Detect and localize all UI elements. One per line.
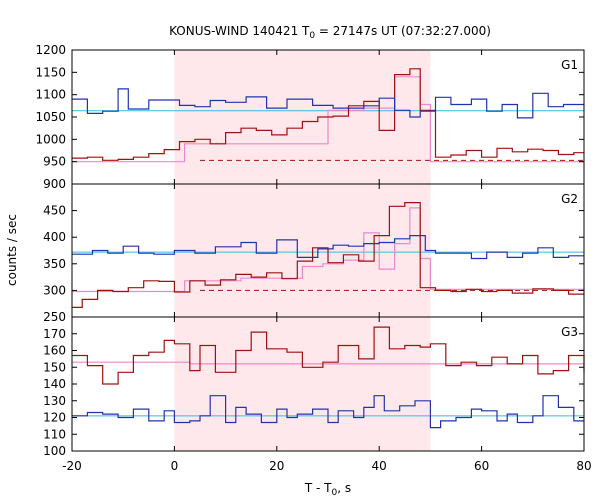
blue-counts-series <box>72 235 584 260</box>
panel-label: G1 <box>561 58 578 72</box>
chart-title-rest: = 27147s UT (07:32:27.000) <box>315 24 491 38</box>
chart-title-sub: 0 <box>309 31 315 41</box>
panel-g1: 900 950 1000 1050 1100 1150 1200 G1 <box>35 43 585 191</box>
x-tick-label: 20 <box>269 459 284 473</box>
y-tick-label: 130 <box>43 394 66 408</box>
y-tick-label: 1150 <box>35 65 66 79</box>
x-axis-label: T - T0, s <box>304 481 351 498</box>
y-tick-label: 350 <box>43 257 66 271</box>
panel-label: G2 <box>561 192 578 206</box>
x-tick-label: 60 <box>474 459 489 473</box>
y-tick-label: 120 <box>43 411 66 425</box>
y-tick-label: 400 <box>43 230 66 244</box>
x-axis-label-main: T - T <box>304 481 332 495</box>
x-tick-label: -20 <box>62 459 82 473</box>
y-tick-label: 300 <box>43 283 66 297</box>
y-tick-label: 950 <box>43 155 66 169</box>
x-tick-label: 0 <box>171 459 179 473</box>
blue-counts-series <box>72 88 584 119</box>
y-tick-label: 1050 <box>35 110 66 124</box>
chart-title-main: KONUS-WIND 140421 T <box>169 24 310 38</box>
y-tick-label: 1200 <box>35 43 66 57</box>
panel-g3: 100 110 120 130 140 150 160 170 G3 <box>43 316 585 458</box>
y-tick-label: 140 <box>43 377 66 391</box>
red-counts-series <box>72 326 585 385</box>
y-tick-label: 1000 <box>35 132 66 146</box>
chart-title: KONUS-WIND 140421 T0 = 27147s UT (07:32:… <box>169 24 491 41</box>
y-tick-label: 900 <box>43 177 66 191</box>
y-tick-label: 250 <box>43 310 66 324</box>
y-tick-label: 150 <box>43 360 66 374</box>
x-axis-label-sub: 0 <box>332 488 338 498</box>
red-counts-series <box>72 202 584 308</box>
x-axis-label-rest: , s <box>337 481 351 495</box>
y-tick-label: 1100 <box>35 88 66 102</box>
x-tick-label: 80 <box>576 459 591 473</box>
plot-area: 90095010001050110011501200G1250300350400… <box>35 43 591 473</box>
panel-label: G3 <box>561 325 578 339</box>
red-counts-series <box>72 68 584 161</box>
panel-g2: 250 300 350 400 450 G2 <box>43 183 585 324</box>
shaded-interval <box>174 50 431 451</box>
y-tick-label: 170 <box>43 327 66 341</box>
blue-counts-series <box>72 395 584 429</box>
y-axis-label: counts / sec <box>5 214 19 286</box>
y-tick-label: 100 <box>43 444 66 458</box>
y-tick-label: 450 <box>43 204 66 218</box>
x-tick-label: 40 <box>372 459 387 473</box>
y-tick-label: 110 <box>43 427 66 441</box>
y-tick-label: 160 <box>43 344 66 358</box>
